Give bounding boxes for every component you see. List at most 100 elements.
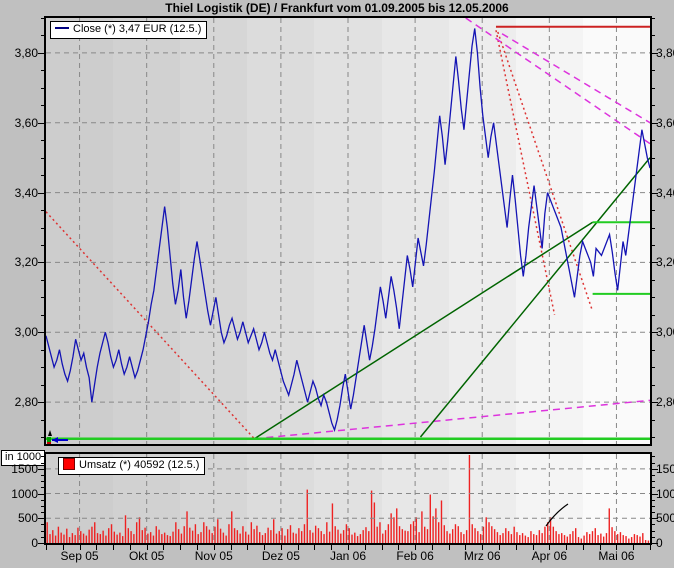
volume-bar xyxy=(547,522,549,543)
volume-bar xyxy=(491,526,493,543)
y-axis-tick-mark-left xyxy=(41,140,44,141)
volume-bar xyxy=(376,526,378,543)
x-axis-tick-mark xyxy=(46,545,47,550)
price-line xyxy=(46,28,650,433)
volume-bar xyxy=(236,530,239,543)
marker-green-tick xyxy=(47,437,51,442)
volume-bar xyxy=(138,517,141,543)
volume-y-tick-mark-left xyxy=(41,512,44,513)
y-axis-tick-mark-left xyxy=(41,245,44,246)
volume-y-tick-mark-right xyxy=(652,481,655,482)
volume-bar xyxy=(77,527,79,543)
marker-red-tick xyxy=(47,442,51,444)
volume-bar xyxy=(54,535,57,543)
volume-bar xyxy=(499,535,501,543)
volume-bar xyxy=(82,533,85,543)
volume-y-tick-mark-left xyxy=(41,487,44,488)
price-legend: Close (*) 3,47 EUR (12.5.) xyxy=(50,21,208,39)
x-axis-tick-mark xyxy=(533,545,534,550)
volume-bar xyxy=(524,535,527,543)
y-axis-tick-mark-right xyxy=(652,88,655,89)
volume-bar xyxy=(102,530,104,543)
y-axis-tick-mark-left xyxy=(41,367,44,368)
y-axis-tick-mark-right xyxy=(652,158,655,159)
volume-bar xyxy=(205,526,208,543)
volume-bar xyxy=(99,534,102,543)
volume-bar xyxy=(454,524,457,543)
volume-bar xyxy=(348,528,350,543)
volume-bar xyxy=(228,524,230,543)
volume-bar xyxy=(261,535,264,543)
volume-bar xyxy=(365,527,367,543)
volume-bar xyxy=(465,530,468,543)
volume-bar xyxy=(368,531,370,543)
overlay-channel-upper-magenta-2 xyxy=(501,33,650,124)
volume-y-tick-mark-left xyxy=(38,494,44,495)
volume-bar xyxy=(558,534,560,543)
volume-bar xyxy=(521,533,524,543)
volume-y-tick-mark-left xyxy=(41,463,44,464)
volume-bar xyxy=(354,532,356,543)
volume-bar xyxy=(314,525,317,543)
overlay-downtrend-resistance-steep-2 xyxy=(497,31,594,312)
y-axis-tick-mark-left xyxy=(38,53,44,54)
volume-bar xyxy=(628,538,630,543)
x-axis-tick-mark xyxy=(365,545,366,550)
y-axis-tick-mark-left xyxy=(41,350,44,351)
volume-y-tick-label-left: 1000 xyxy=(11,486,38,501)
volume-bar xyxy=(222,532,225,543)
volume-bar xyxy=(449,533,451,543)
x-axis-tick-mark xyxy=(113,545,114,550)
volume-bar xyxy=(289,525,292,543)
y-axis-tick-mark-right xyxy=(652,297,655,298)
overlay-channel-upper-magenta xyxy=(465,18,650,145)
y-axis-tick-mark-right xyxy=(652,367,655,368)
volume-annotation-curve xyxy=(545,503,569,527)
y-axis-tick-mark-left xyxy=(41,228,44,229)
y-axis-tick-mark-right xyxy=(652,193,658,194)
volume-y-tick-mark-right xyxy=(652,456,655,457)
volume-bar xyxy=(359,534,362,543)
volume-y-tick-mark-right xyxy=(652,543,658,544)
volume-bar xyxy=(46,522,48,543)
volume-bar xyxy=(211,533,213,543)
volume-bar xyxy=(74,535,76,543)
volume-bar xyxy=(616,534,619,543)
volume-y-tick-mark-right xyxy=(652,512,655,513)
x-axis-tick-mark xyxy=(247,545,248,550)
volume-bar xyxy=(468,454,471,543)
x-axis-tick-mark xyxy=(180,545,181,550)
x-axis-tick-mark xyxy=(432,545,433,550)
y-axis-tick-mark-right xyxy=(652,385,655,386)
x-axis-tick-mark xyxy=(633,545,634,550)
volume-bar xyxy=(113,531,116,543)
volume-bar xyxy=(194,524,197,543)
volume-bar xyxy=(259,532,261,543)
volume-bar xyxy=(68,537,71,543)
y-axis-tick-label-right: 3,40 xyxy=(656,185,674,200)
x-axis-tick-mark xyxy=(130,545,131,550)
volume-bar xyxy=(597,535,599,543)
volume-bar xyxy=(552,526,555,543)
volume-bar xyxy=(474,528,476,543)
volume-y-tick-mark-left xyxy=(41,481,44,482)
volume-bar xyxy=(619,532,622,543)
volume-bar xyxy=(513,526,515,543)
volume-y-tick-label-right: 1000 xyxy=(656,486,674,501)
volume-bar xyxy=(588,534,591,543)
price-legend-label: Close (*) 3,47 EUR (12.5.) xyxy=(73,23,202,35)
y-axis-tick-mark-right xyxy=(652,105,655,106)
x-axis-tick-mark xyxy=(197,545,198,550)
x-axis-tick-mark xyxy=(147,545,148,550)
volume-bar xyxy=(158,529,160,543)
overlay-channel-lower-magenta xyxy=(254,399,650,440)
volume-bar xyxy=(231,511,233,543)
price-chart-panel[interactable] xyxy=(44,16,652,446)
volume-y-tick-mark-left xyxy=(38,469,44,470)
volume-bar xyxy=(580,538,582,543)
volume-bar xyxy=(292,532,294,543)
volume-bar xyxy=(141,530,143,543)
volume-bar xyxy=(127,528,129,543)
x-axis-tick-mark xyxy=(163,545,164,550)
volume-y-tick-mark-right xyxy=(652,524,655,525)
